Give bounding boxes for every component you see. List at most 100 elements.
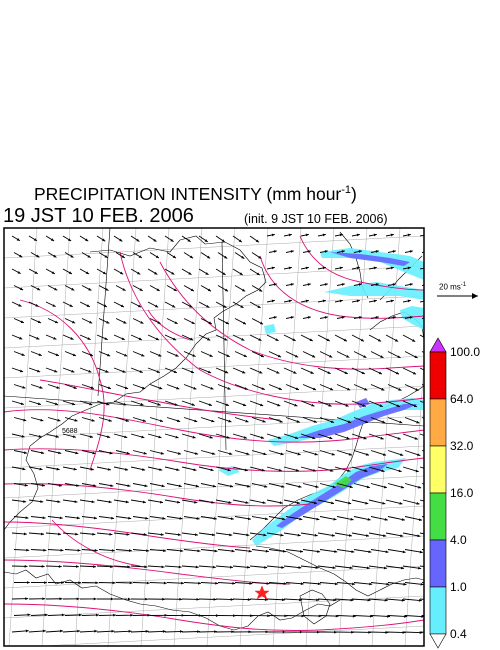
- wind-arrow-icon: [79, 301, 91, 308]
- wind-arrow-icon: [198, 499, 215, 504]
- wind-arrow-icon: [130, 597, 149, 601]
- wind-arrow-icon: [64, 613, 82, 617]
- wind-arrow-icon: [164, 630, 183, 633]
- wind-arrow-icon: [113, 629, 132, 633]
- wind-arrow-icon: [402, 598, 422, 602]
- wind-arrow-icon: [98, 549, 115, 552]
- wind-arrow-icon: [200, 252, 211, 259]
- wind-arrow-icon: [217, 549, 235, 553]
- wind-arrow-icon: [353, 250, 362, 253]
- wind-arrow-icon: [11, 499, 27, 503]
- wind-arrow-icon: [336, 582, 356, 586]
- wind-arrow-icon: [79, 499, 95, 504]
- wind-arrow-icon: [336, 316, 345, 319]
- wind-arrow-icon: [232, 598, 251, 601]
- wind-arrow-icon: [200, 516, 217, 520]
- wind-arrow-icon: [62, 565, 79, 568]
- wind-arrow-icon: [300, 598, 320, 602]
- meridian-line: [173, 228, 203, 646]
- wind-arrow-icon: [217, 516, 234, 521]
- wind-arrow-icon: [334, 367, 348, 375]
- wind-arrow-icon: [353, 483, 370, 489]
- wind-arrow-icon: [181, 334, 194, 341]
- wind-arrow-icon: [300, 565, 319, 569]
- wind-arrow-icon: [200, 483, 217, 488]
- wind-arrow-icon: [404, 384, 419, 391]
- wind-arrow-icon: [232, 532, 250, 537]
- wind-arrow-icon: [232, 466, 248, 472]
- parallel-line: [4, 565, 424, 589]
- wind-arrow-icon: [215, 499, 232, 504]
- wind-arrow-icon: [402, 433, 419, 440]
- wind-arrow-icon: [368, 598, 388, 602]
- meridian-line: [338, 228, 368, 646]
- wind-arrow-icon: [11, 433, 25, 438]
- wind-arrow-icon: [302, 450, 318, 456]
- wind-arrow-icon: [45, 597, 63, 601]
- wind-arrow-icon: [351, 367, 366, 375]
- parallel-line: [4, 355, 424, 379]
- wind-arrow-icon: [336, 417, 352, 424]
- wind-arrow-icon: [198, 268, 209, 276]
- wind-arrow-icon: [319, 450, 335, 456]
- wind-arrow-icon: [268, 450, 284, 456]
- wind-arrow-icon: [336, 516, 354, 521]
- wind-arrow-icon: [336, 483, 353, 489]
- wind-arrow-icon: [113, 532, 130, 536]
- wind-arrow-icon: [98, 581, 116, 585]
- wind-arrow-icon: [283, 532, 301, 537]
- wind-arrow-icon: [164, 433, 179, 439]
- wind-arrow-icon: [62, 499, 78, 504]
- colorbar-segment: [429, 445, 447, 494]
- wind-arrow-icon: [317, 266, 326, 270]
- wind-arrow-icon: [166, 581, 184, 585]
- wind-arrow-icon: [217, 318, 230, 325]
- wind-arrow-icon: [200, 581, 219, 585]
- wind-arrow-icon: [268, 316, 277, 319]
- wind-arrow-icon: [319, 384, 334, 391]
- wind-arrow-icon: [200, 384, 214, 390]
- contour-label: 5688: [62, 428, 78, 435]
- wind-arrow-icon: [28, 629, 46, 633]
- wind-arrow-icon: [319, 283, 328, 286]
- wind-arrow-icon: [64, 351, 77, 357]
- wind-arrow-icon: [334, 266, 343, 270]
- lat-lon-grid: [4, 228, 424, 646]
- meridian-line: [140, 228, 170, 646]
- wind-arrow-icon: [419, 532, 424, 535]
- wind-arrow-icon: [181, 268, 192, 276]
- wind-arrow-icon: [113, 597, 131, 601]
- wind-arrow-icon: [132, 351, 145, 357]
- wind-arrow-icon: [285, 582, 304, 586]
- wind-arrow-icon: [302, 384, 317, 391]
- wind-arrow-icon: [13, 417, 27, 422]
- parallel-line: [4, 325, 424, 349]
- wind-arrow-icon: [317, 499, 335, 505]
- wind-arrow-icon: [404, 250, 413, 253]
- wind-arrow-icon: [81, 285, 92, 291]
- wind-arrow-icon: [147, 268, 158, 275]
- wind-arrow-icon: [402, 299, 411, 303]
- wind-arrow-icon: [130, 334, 143, 341]
- wind-arrow-icon: [181, 532, 199, 537]
- colorbar-segment: [429, 492, 447, 541]
- wind-arrow-icon: [11, 268, 21, 275]
- wind-arrow-icon: [164, 268, 175, 275]
- wind-arrow-icon: [81, 549, 98, 552]
- wind-arrow-icon: [302, 417, 318, 423]
- wind-arrow-icon: [215, 334, 228, 341]
- wind-arrow-icon: [47, 285, 58, 291]
- wind-arrow-icon: [79, 629, 98, 633]
- wind-arrow-icon: [266, 400, 281, 407]
- wind-arrow-icon: [234, 483, 251, 488]
- wind-arrow-icon: [115, 483, 131, 488]
- wind-arrow-icon: [249, 334, 262, 342]
- wind-arrow-icon: [266, 334, 279, 342]
- wind-arrow-icon: [419, 598, 424, 600]
- colorbar-tick-label: 1.0: [450, 580, 467, 594]
- wind-arrow-icon: [300, 499, 318, 505]
- wind-arrow-icon: [11, 466, 26, 471]
- wind-arrow-icon: [368, 565, 387, 570]
- wind-arrow-icon: [166, 384, 180, 390]
- wind-arrow-icon: [198, 334, 211, 341]
